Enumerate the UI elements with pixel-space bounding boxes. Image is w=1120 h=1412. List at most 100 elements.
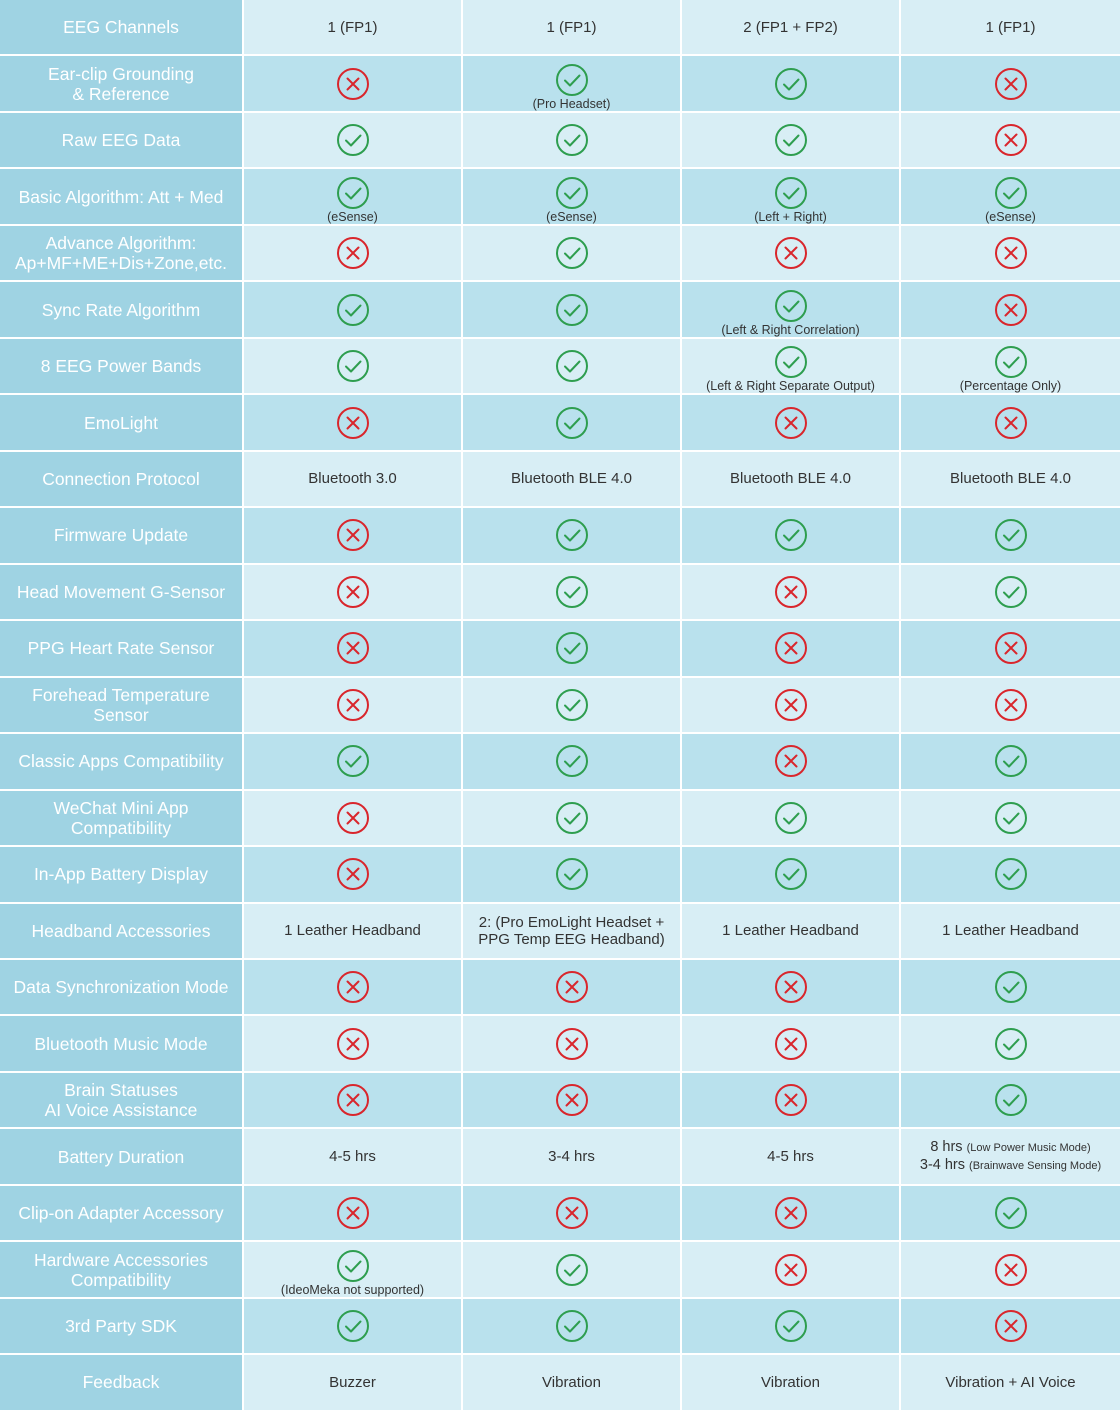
cross-icon [994, 293, 1027, 326]
cell-text: Bluetooth BLE 4.0 [511, 470, 632, 488]
cross-icon [774, 1027, 807, 1060]
check-icon [555, 293, 588, 326]
table-cell: 1 (FP1) [901, 0, 1120, 57]
check-icon [336, 745, 369, 778]
check-icon [774, 858, 807, 891]
table-cell [463, 1016, 682, 1073]
table-cell [901, 112, 1120, 170]
cell-text: 2 (FP1 + FP2) [743, 18, 838, 36]
table-cell [682, 959, 901, 1017]
row-label: EEG Channels [0, 0, 244, 57]
table-cell: (eSense) [244, 169, 463, 226]
cross-icon [336, 406, 369, 439]
table-cell: 1 Leather Headband [901, 903, 1120, 960]
check-icon [994, 1197, 1027, 1230]
table-cell: (Percentage Only) [901, 338, 1120, 396]
cross-icon [336, 575, 369, 608]
table-cell [901, 1072, 1120, 1130]
cell-text: 1 (FP1) [985, 18, 1036, 36]
table-cell [244, 1185, 463, 1243]
table-cell [463, 1072, 682, 1130]
table-cell [682, 847, 901, 904]
check-icon [994, 971, 1027, 1004]
check-icon [555, 124, 588, 157]
cross-icon [774, 745, 807, 778]
check-icon [555, 632, 588, 665]
check-icon [994, 858, 1027, 891]
table-cell [682, 112, 901, 170]
cell-note: (Percentage Only) [959, 379, 1062, 394]
cell-text: Buzzer [329, 1373, 376, 1391]
check-icon [336, 1310, 369, 1343]
cell-note: (Pro Headset) [532, 96, 611, 111]
check-icon [336, 124, 369, 157]
check-icon [994, 1027, 1027, 1060]
check-icon [994, 745, 1027, 778]
table-cell [244, 508, 463, 565]
table-cell [901, 621, 1120, 678]
table-cell [463, 225, 682, 283]
row-label: WeChat Mini App Compatibility [0, 790, 244, 848]
check-icon [555, 575, 588, 608]
table-cell: Vibration + AI Voice [901, 1355, 1120, 1412]
table-cell [463, 621, 682, 678]
table-cell: Buzzer [244, 1355, 463, 1412]
table-cell [244, 564, 463, 622]
table-cell [901, 1242, 1120, 1299]
cross-icon [336, 237, 369, 270]
table-cell [463, 959, 682, 1017]
battery-line: 3-4 hrs (Brainwave Sensing Mode) [920, 1157, 1101, 1175]
table-cell [244, 847, 463, 904]
table-cell: 1 (FP1) [244, 0, 463, 57]
cross-icon [994, 124, 1027, 157]
cross-icon [774, 1084, 807, 1117]
battery-line: 8 hrs (Low Power Music Mode) [930, 1139, 1090, 1157]
cross-icon [336, 1197, 369, 1230]
cell-note: (eSense) [985, 209, 1036, 224]
table-cell: (eSense) [463, 169, 682, 226]
check-icon [555, 519, 588, 552]
cell-note: (Left & Right Separate Output) [706, 379, 875, 394]
check-icon [555, 63, 588, 96]
check-icon [555, 176, 588, 209]
row-label: Battery Duration [0, 1129, 244, 1186]
table-cell [244, 959, 463, 1017]
table-cell: Bluetooth BLE 4.0 [682, 451, 901, 509]
table-cell [682, 1242, 901, 1299]
table-cell: (Left & Right Separate Output) [682, 338, 901, 396]
cell-text: 3-4 hrs [548, 1148, 595, 1166]
table-cell [244, 1016, 463, 1073]
row-label: In-App Battery Display [0, 847, 244, 904]
table-cell [682, 677, 901, 735]
cross-icon [336, 632, 369, 665]
cross-icon [336, 801, 369, 834]
check-icon [994, 346, 1027, 379]
cell-text: 1 (FP1) [546, 18, 597, 36]
cross-icon [994, 237, 1027, 270]
cross-icon [555, 1027, 588, 1060]
table-cell [901, 508, 1120, 565]
table-cell: 1 (FP1) [463, 0, 682, 57]
row-label: Raw EEG Data [0, 112, 244, 170]
table-cell [463, 677, 682, 735]
table-cell [901, 225, 1120, 283]
cell-text: 2: (Pro EmoLight Headset + PPG Temp EEG … [478, 913, 665, 948]
cell-text: 1 (FP1) [327, 18, 378, 36]
table-cell [901, 395, 1120, 452]
row-label: Bluetooth Music Mode [0, 1016, 244, 1073]
check-icon [994, 1084, 1027, 1117]
cell-note: (Left & Right Correlation) [721, 322, 860, 337]
table-cell: Bluetooth 3.0 [244, 451, 463, 509]
table-cell [682, 790, 901, 848]
table-cell [463, 564, 682, 622]
row-label: 8 EEG Power Bands [0, 338, 244, 396]
cross-icon [774, 406, 807, 439]
table-cell [901, 959, 1120, 1017]
check-icon [774, 289, 807, 322]
cross-icon [336, 688, 369, 721]
table-cell [244, 1072, 463, 1130]
table-cell: 3-4 hrs [463, 1129, 682, 1186]
cross-icon [555, 1084, 588, 1117]
check-icon [774, 801, 807, 834]
